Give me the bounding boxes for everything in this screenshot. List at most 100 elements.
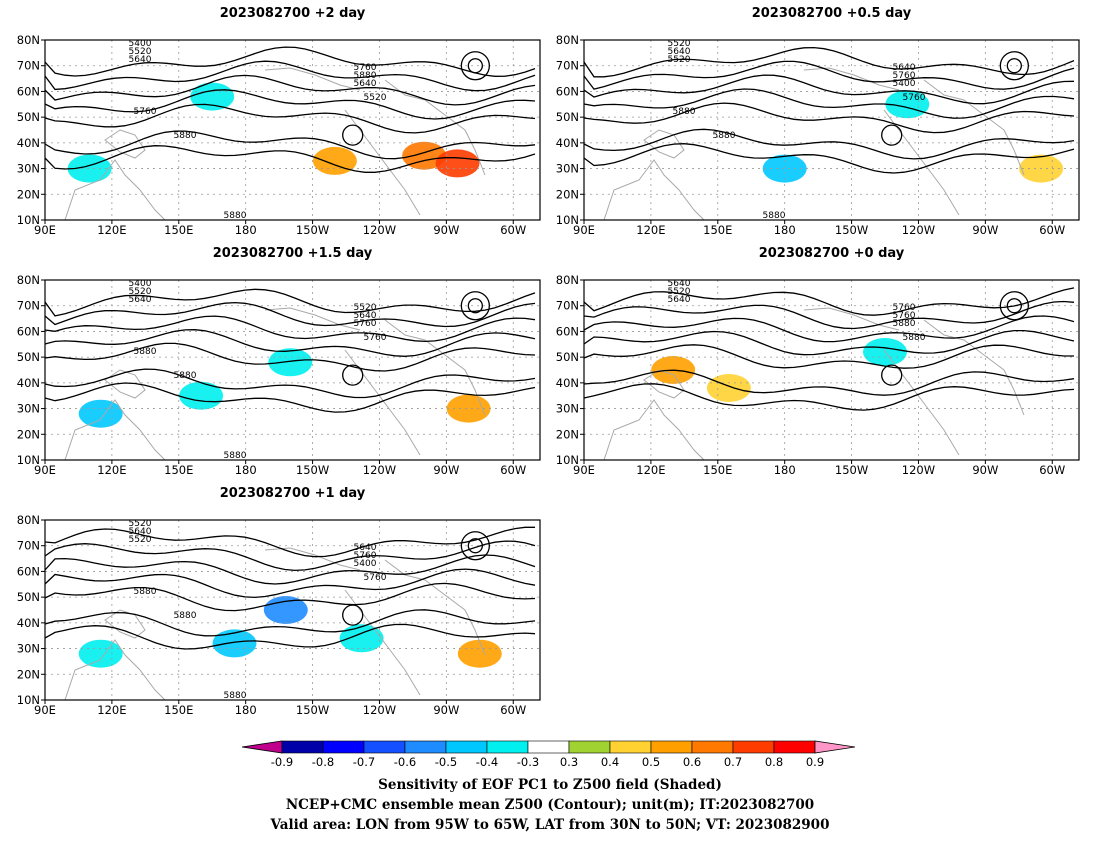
panel-title: 2023082700 +1 day bbox=[219, 486, 366, 501]
lat-tick-label: 20N bbox=[556, 187, 579, 201]
z500-contour bbox=[44, 288, 536, 317]
z500-contour bbox=[583, 329, 1075, 356]
z500-contour bbox=[44, 46, 536, 77]
z500-contour bbox=[44, 540, 536, 572]
shading-blob bbox=[179, 381, 224, 410]
coastline bbox=[603, 159, 705, 221]
coastline bbox=[643, 369, 685, 399]
z500-contour bbox=[583, 143, 1075, 174]
lon-tick-label: 120W bbox=[902, 223, 935, 237]
lon-tick-label: 90E bbox=[34, 463, 56, 477]
lon-tick-label: 90E bbox=[34, 703, 56, 717]
lon-tick-label: 90E bbox=[34, 223, 56, 237]
colorbar-arrow-right bbox=[814, 740, 856, 754]
contour-label: 5520 bbox=[129, 519, 152, 529]
lon-tick-label: 180 bbox=[774, 463, 796, 477]
lat-tick-label: 50N bbox=[556, 350, 579, 364]
lat-tick-label: 70N bbox=[17, 59, 40, 73]
colorbar-tick-label: 0.5 bbox=[642, 755, 660, 769]
shading-blob bbox=[78, 399, 123, 428]
colorbar-segment bbox=[568, 740, 611, 754]
contour-label: 5520 bbox=[354, 303, 377, 313]
colorbar-segment bbox=[322, 740, 365, 754]
lat-tick-label: 80N bbox=[556, 33, 579, 47]
cutoff-low-contour bbox=[881, 364, 903, 386]
colorbar: -0.9 -0.8 -0.7 -0.6 -0.5 -0.4 -0.3 0.3 0.4 0.5 0.6… bbox=[241, 740, 856, 769]
lon-tick-label: 90W bbox=[433, 703, 459, 717]
map-frame bbox=[44, 39, 541, 221]
z500-contour bbox=[44, 623, 536, 650]
lat-tick-label: 50N bbox=[17, 590, 40, 604]
shading-blob bbox=[339, 624, 384, 653]
lat-tick-label: 60N bbox=[556, 84, 579, 98]
contour-label: 5520 bbox=[129, 535, 152, 545]
lat-tick-label: 20N bbox=[556, 427, 579, 441]
lat-tick-label: 70N bbox=[556, 59, 579, 73]
contour-label: 5880 bbox=[673, 107, 696, 117]
contour-label: 5520 bbox=[364, 93, 387, 103]
z500-contour bbox=[583, 300, 1075, 330]
contour-label: 5880 bbox=[224, 451, 247, 461]
colorbar-segment bbox=[650, 740, 693, 754]
contour-label: 5640 bbox=[354, 311, 377, 321]
lat-tick-label: 30N bbox=[17, 162, 40, 176]
z500-contour bbox=[583, 287, 1075, 316]
lon-tick-label: 180 bbox=[235, 223, 257, 237]
contour-label: 5520 bbox=[668, 55, 691, 65]
colorbar-tick-label: 0.6 bbox=[683, 755, 701, 769]
low-center-contour bbox=[460, 531, 490, 561]
contour-label: 5520 bbox=[668, 39, 691, 49]
contour-label: 5640 bbox=[129, 295, 152, 305]
caption-line-3: Valid area: LON from 95W to 65W, LAT fro… bbox=[270, 817, 830, 833]
z500-contour bbox=[44, 329, 536, 357]
lat-tick-label: 70N bbox=[556, 299, 579, 313]
contour-label: 5640 bbox=[129, 55, 152, 65]
contour-label: 5760 bbox=[364, 333, 387, 343]
panel-title: 2023082700 +0.5 day bbox=[751, 6, 912, 21]
z500-contour bbox=[44, 368, 536, 399]
lon-tick-label: 150E bbox=[164, 463, 193, 477]
z500-contour bbox=[44, 130, 536, 160]
colorbar-tick-label: 0.7 bbox=[724, 755, 742, 769]
contour-label: 5640 bbox=[129, 527, 152, 537]
lon-tick-label: 150W bbox=[296, 223, 329, 237]
low-center-contour bbox=[460, 291, 490, 321]
lat-tick-label: 30N bbox=[17, 642, 40, 656]
lon-tick-label: 180 bbox=[235, 703, 257, 717]
contour-label: 5880 bbox=[713, 131, 736, 141]
map-frame bbox=[44, 279, 541, 461]
low-center-contour bbox=[467, 58, 483, 74]
colorbar-segment bbox=[445, 740, 488, 754]
lon-tick-label: 90W bbox=[433, 463, 459, 477]
coastline bbox=[64, 399, 166, 461]
map-panel-plus2day: 5400552056405760588056405520576058805880… bbox=[17, 33, 541, 237]
lon-tick-label: 120E bbox=[97, 703, 126, 717]
low-center-contour bbox=[467, 298, 483, 314]
z500-contour bbox=[583, 102, 1075, 134]
shading-blob bbox=[885, 90, 930, 119]
shading-blob bbox=[435, 149, 480, 178]
lat-tick-label: 10N bbox=[17, 693, 40, 707]
z500-contour bbox=[583, 383, 1075, 411]
z500-contour bbox=[44, 342, 536, 372]
lat-tick-label: 30N bbox=[17, 402, 40, 416]
map-frame bbox=[583, 39, 1080, 221]
coastline bbox=[104, 129, 146, 159]
caption-line-2: NCEP+CMC ensemble mean Z500 (Contour); u… bbox=[285, 797, 815, 813]
colorbar-segment bbox=[281, 740, 324, 754]
shading-blob bbox=[212, 629, 257, 658]
panel-title: 2023082700 +0 day bbox=[758, 246, 905, 261]
lon-tick-label: 150E bbox=[164, 223, 193, 237]
coastline bbox=[923, 79, 1025, 176]
lon-tick-label: 150E bbox=[703, 223, 732, 237]
contour-label: 5760 bbox=[354, 319, 377, 329]
shading-blob bbox=[762, 154, 807, 183]
shading-blob bbox=[312, 146, 357, 175]
coastline bbox=[923, 319, 1025, 416]
colorbar-tick-label: -0.8 bbox=[312, 755, 334, 769]
shading-blob bbox=[268, 348, 313, 377]
map-frame bbox=[583, 279, 1080, 461]
map-frame bbox=[44, 519, 541, 701]
z500-contour bbox=[583, 60, 1075, 90]
contour-label: 5760 bbox=[903, 93, 926, 103]
